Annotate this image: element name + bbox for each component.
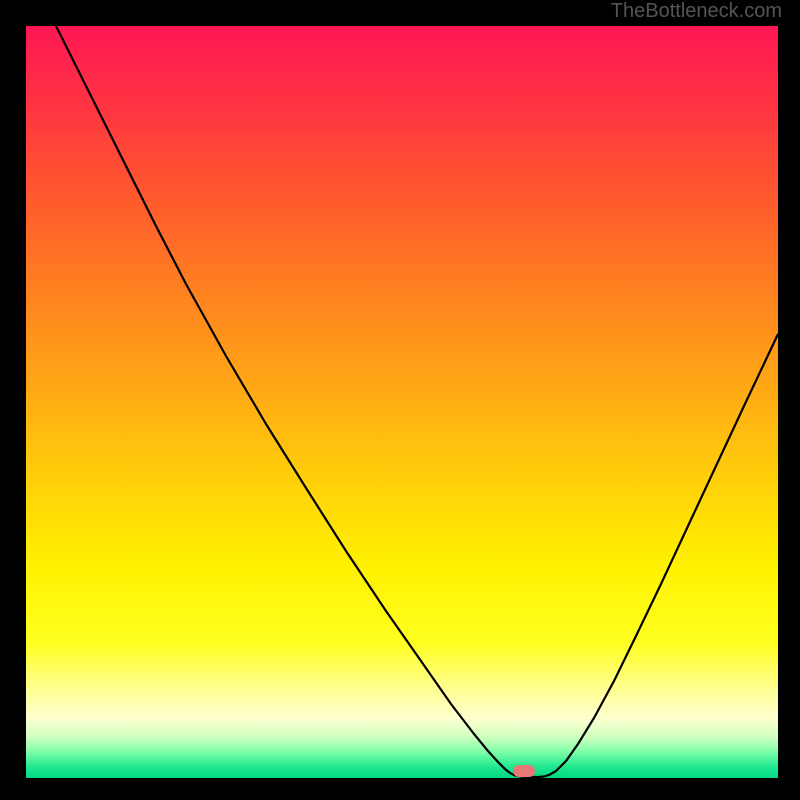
bottleneck-curve [26, 26, 778, 778]
chart-container [26, 26, 778, 778]
optimal-marker [513, 765, 535, 777]
watermark-text: TheBottleneck.com [611, 0, 782, 23]
